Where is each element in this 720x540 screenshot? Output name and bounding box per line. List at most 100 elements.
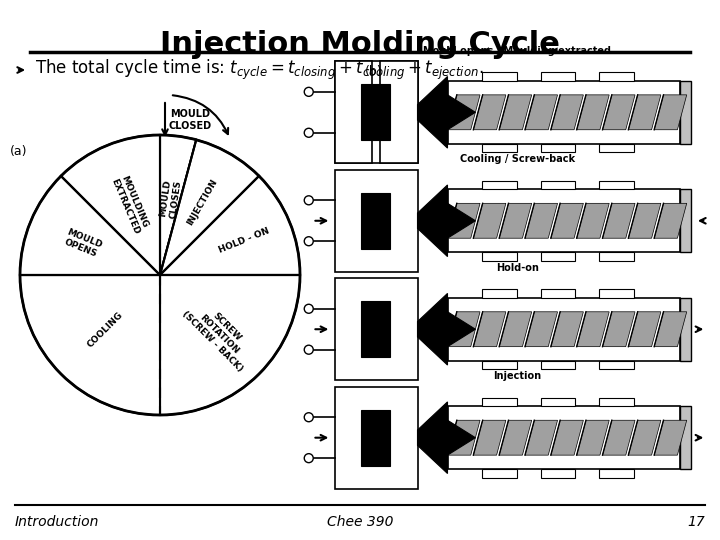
Bar — [335, 278, 418, 380]
Polygon shape — [448, 204, 480, 238]
Bar — [541, 289, 575, 298]
Polygon shape — [551, 95, 583, 130]
Polygon shape — [499, 312, 531, 347]
Bar — [680, 406, 691, 469]
Polygon shape — [525, 420, 557, 455]
Text: MOULDING
EXTRACTED: MOULDING EXTRACTED — [109, 173, 150, 235]
Polygon shape — [160, 140, 259, 275]
Text: MOULD
OPENS: MOULD OPENS — [61, 227, 103, 260]
Bar — [541, 72, 575, 80]
Polygon shape — [473, 420, 506, 455]
Polygon shape — [551, 420, 583, 455]
Text: (a): (a) — [10, 145, 27, 158]
Bar — [448, 80, 680, 144]
Polygon shape — [20, 275, 160, 415]
Polygon shape — [448, 204, 475, 238]
Polygon shape — [551, 204, 583, 238]
Bar — [598, 469, 634, 477]
Polygon shape — [61, 135, 160, 275]
Polygon shape — [654, 312, 687, 347]
Polygon shape — [654, 95, 687, 130]
Polygon shape — [577, 204, 609, 238]
Bar — [680, 80, 691, 144]
Bar — [482, 469, 517, 477]
Polygon shape — [525, 95, 557, 130]
Circle shape — [305, 304, 313, 313]
Polygon shape — [20, 176, 160, 275]
Bar — [541, 181, 575, 189]
Polygon shape — [160, 176, 300, 275]
Bar — [361, 301, 390, 357]
Bar — [482, 361, 517, 369]
Polygon shape — [448, 420, 480, 455]
Polygon shape — [418, 402, 448, 474]
Bar — [335, 387, 418, 489]
Polygon shape — [499, 95, 531, 130]
Text: Hold-on: Hold-on — [496, 263, 539, 273]
Bar — [448, 298, 680, 361]
Bar — [335, 61, 372, 164]
Text: INJECTION: INJECTION — [185, 178, 219, 227]
Bar — [361, 84, 390, 140]
Text: 17: 17 — [688, 515, 705, 529]
Polygon shape — [577, 312, 609, 347]
Polygon shape — [418, 293, 448, 365]
Circle shape — [305, 196, 313, 205]
Polygon shape — [603, 95, 635, 130]
Bar — [680, 189, 691, 253]
Circle shape — [305, 454, 313, 463]
Polygon shape — [654, 204, 687, 238]
Bar — [482, 181, 517, 189]
Polygon shape — [473, 312, 506, 347]
Bar — [598, 72, 634, 80]
Polygon shape — [629, 312, 661, 347]
Text: Chee 390: Chee 390 — [327, 515, 393, 529]
Polygon shape — [448, 312, 480, 347]
Bar — [541, 469, 575, 477]
Circle shape — [305, 345, 313, 354]
Bar — [482, 144, 517, 152]
Bar — [541, 398, 575, 406]
Bar — [598, 181, 634, 189]
Bar — [598, 144, 634, 152]
Polygon shape — [160, 135, 197, 275]
Polygon shape — [603, 204, 635, 238]
Bar — [448, 406, 680, 469]
Polygon shape — [448, 420, 475, 455]
Circle shape — [305, 237, 313, 246]
Polygon shape — [418, 185, 448, 256]
Bar — [598, 398, 634, 406]
Circle shape — [305, 413, 313, 422]
Text: MOULD
CLOSES: MOULD CLOSES — [158, 178, 183, 219]
Text: HOLD - ON: HOLD - ON — [217, 227, 271, 255]
Bar — [361, 409, 390, 466]
Bar — [361, 193, 390, 249]
Polygon shape — [603, 420, 635, 455]
Text: The total cycle time is: $t_{cycle}=t_{closing}+t_{cooling}+t_{ejection}.$: The total cycle time is: $t_{cycle}=t_{c… — [35, 58, 484, 82]
Circle shape — [305, 129, 313, 137]
Polygon shape — [577, 95, 609, 130]
Bar — [482, 253, 517, 261]
Polygon shape — [160, 275, 300, 415]
Polygon shape — [525, 312, 557, 347]
Text: Introduction: Introduction — [15, 515, 99, 529]
Bar — [541, 144, 575, 152]
Polygon shape — [499, 420, 531, 455]
Bar — [482, 289, 517, 298]
Bar — [598, 361, 634, 369]
Polygon shape — [629, 204, 661, 238]
Polygon shape — [629, 95, 661, 130]
Polygon shape — [654, 420, 687, 455]
Text: Injection Molding Cycle: Injection Molding Cycle — [160, 30, 560, 59]
Polygon shape — [448, 95, 475, 130]
Polygon shape — [551, 312, 583, 347]
Bar — [541, 361, 575, 369]
Polygon shape — [473, 204, 506, 238]
Polygon shape — [629, 420, 661, 455]
Text: Cooling / Screw-back: Cooling / Screw-back — [459, 154, 575, 165]
Text: Injection: Injection — [493, 372, 541, 381]
Text: Mould opens / Moulding extracted: Mould opens / Moulding extracted — [423, 46, 611, 56]
Bar — [380, 61, 418, 164]
Polygon shape — [448, 95, 480, 130]
Bar — [482, 72, 517, 80]
